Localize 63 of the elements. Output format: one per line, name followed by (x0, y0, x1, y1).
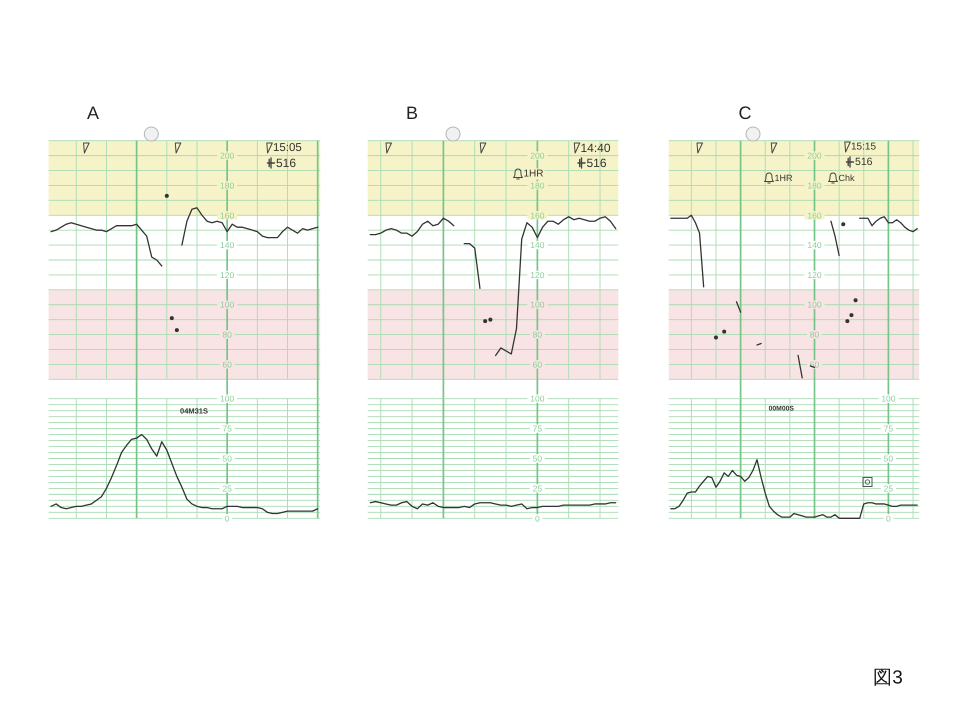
y-tick-label: 0 (535, 513, 540, 524)
point (714, 336, 718, 340)
y-tick-label: 25 (532, 483, 542, 494)
point (174, 328, 179, 332)
y-tick-label: 140 (530, 240, 545, 250)
annotation: 516 (586, 156, 607, 170)
y-tick-label: 180 (530, 180, 545, 190)
y-tick-label: 200 (220, 150, 235, 161)
point (845, 319, 850, 324)
y-tick-label: 60 (222, 359, 232, 370)
y-tick-label: 160 (220, 210, 235, 220)
y-tick-label: 80 (810, 330, 820, 340)
y-tick-label: 180 (807, 180, 822, 190)
point (170, 316, 174, 320)
chart-title: B (406, 103, 418, 123)
point (854, 298, 858, 302)
y-tick-label: 200 (530, 150, 545, 161)
annotation: 14:40 (580, 141, 611, 155)
y-tick-label: 160 (807, 210, 822, 220)
y-tick-label: 100 (220, 300, 235, 310)
y-tick-label: 75 (222, 424, 232, 434)
y-tick-label: 100 (220, 394, 235, 404)
y-tick-label: 160 (530, 210, 545, 220)
point (722, 330, 726, 334)
annotation: 1HR (774, 173, 794, 183)
y-tick-label: 140 (807, 240, 822, 250)
line-series (50, 434, 318, 514)
point (849, 313, 854, 318)
y-tick-label: 50 (884, 454, 894, 464)
text: 図3 (873, 668, 903, 688)
y-tick-label: 100 (530, 394, 545, 404)
y-tick-label: 75 (884, 424, 894, 434)
chart-title: A (86, 103, 100, 123)
y-tick-label: 140 (220, 240, 235, 250)
annotation: 516 (855, 156, 873, 168)
annotation: 15:05 (273, 142, 302, 154)
point (164, 194, 169, 198)
annotation: Chk (838, 173, 856, 183)
annotation: 516 (276, 156, 296, 170)
line-series (370, 500, 616, 510)
y-tick-label: 180 (220, 180, 235, 190)
point (841, 222, 846, 226)
line-series (50, 222, 162, 267)
y-tick-label: 120 (220, 270, 235, 280)
y-tick-label: 120 (807, 270, 822, 280)
y-tick-label: 50 (222, 454, 232, 464)
y-tick-label: 80 (222, 330, 232, 340)
y-tick-label: 60 (532, 359, 542, 370)
annotation: 15:15 (851, 142, 876, 152)
y-tick-label: 50 (532, 454, 542, 464)
y-tick-label: 25 (884, 483, 894, 494)
chart-title: C (738, 103, 752, 123)
y-tick-label: 0 (224, 513, 230, 524)
y-tick-label: 25 (222, 483, 232, 494)
y-tick-label: 100 (807, 300, 822, 310)
y-tick-label: 100 (530, 300, 545, 310)
y-tick-label: 100 (881, 394, 896, 404)
y-tick-label: 120 (530, 270, 545, 280)
y-tick-label: 200 (807, 150, 822, 161)
y-tick-label: 80 (532, 330, 542, 340)
annotation: 1HR (524, 168, 544, 180)
y-tick-label: 75 (532, 424, 542, 434)
y-tick-label: 0 (886, 513, 892, 524)
